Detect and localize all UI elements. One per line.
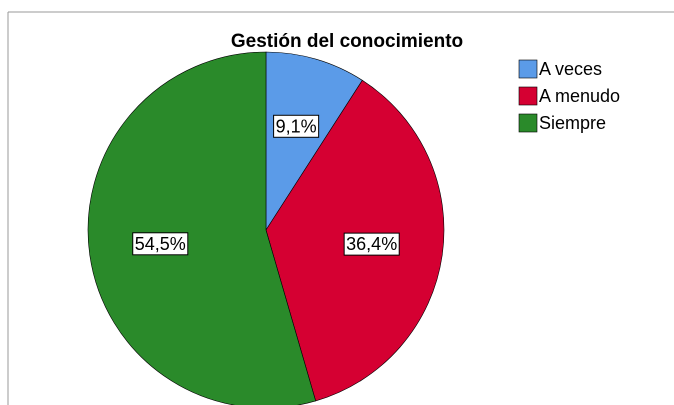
pie-slice bbox=[87, 51, 317, 405]
legend-label: A veces bbox=[539, 59, 602, 79]
legend-label: Siempre bbox=[539, 113, 606, 133]
data-label-box bbox=[343, 232, 400, 256]
data-label: 36,4% bbox=[346, 234, 397, 254]
legend-swatch bbox=[518, 59, 538, 79]
data-label-box bbox=[273, 114, 320, 138]
data-label: 54,5% bbox=[135, 234, 186, 254]
data-label-box bbox=[132, 232, 189, 256]
legend-label: A menudo bbox=[539, 86, 620, 106]
pie-slice bbox=[265, 51, 363, 232]
data-label: 9,1% bbox=[276, 116, 317, 136]
legend-swatch bbox=[518, 86, 538, 106]
chart-title: Gestión del conocimiento bbox=[231, 31, 463, 52]
legend-swatch bbox=[518, 113, 538, 133]
